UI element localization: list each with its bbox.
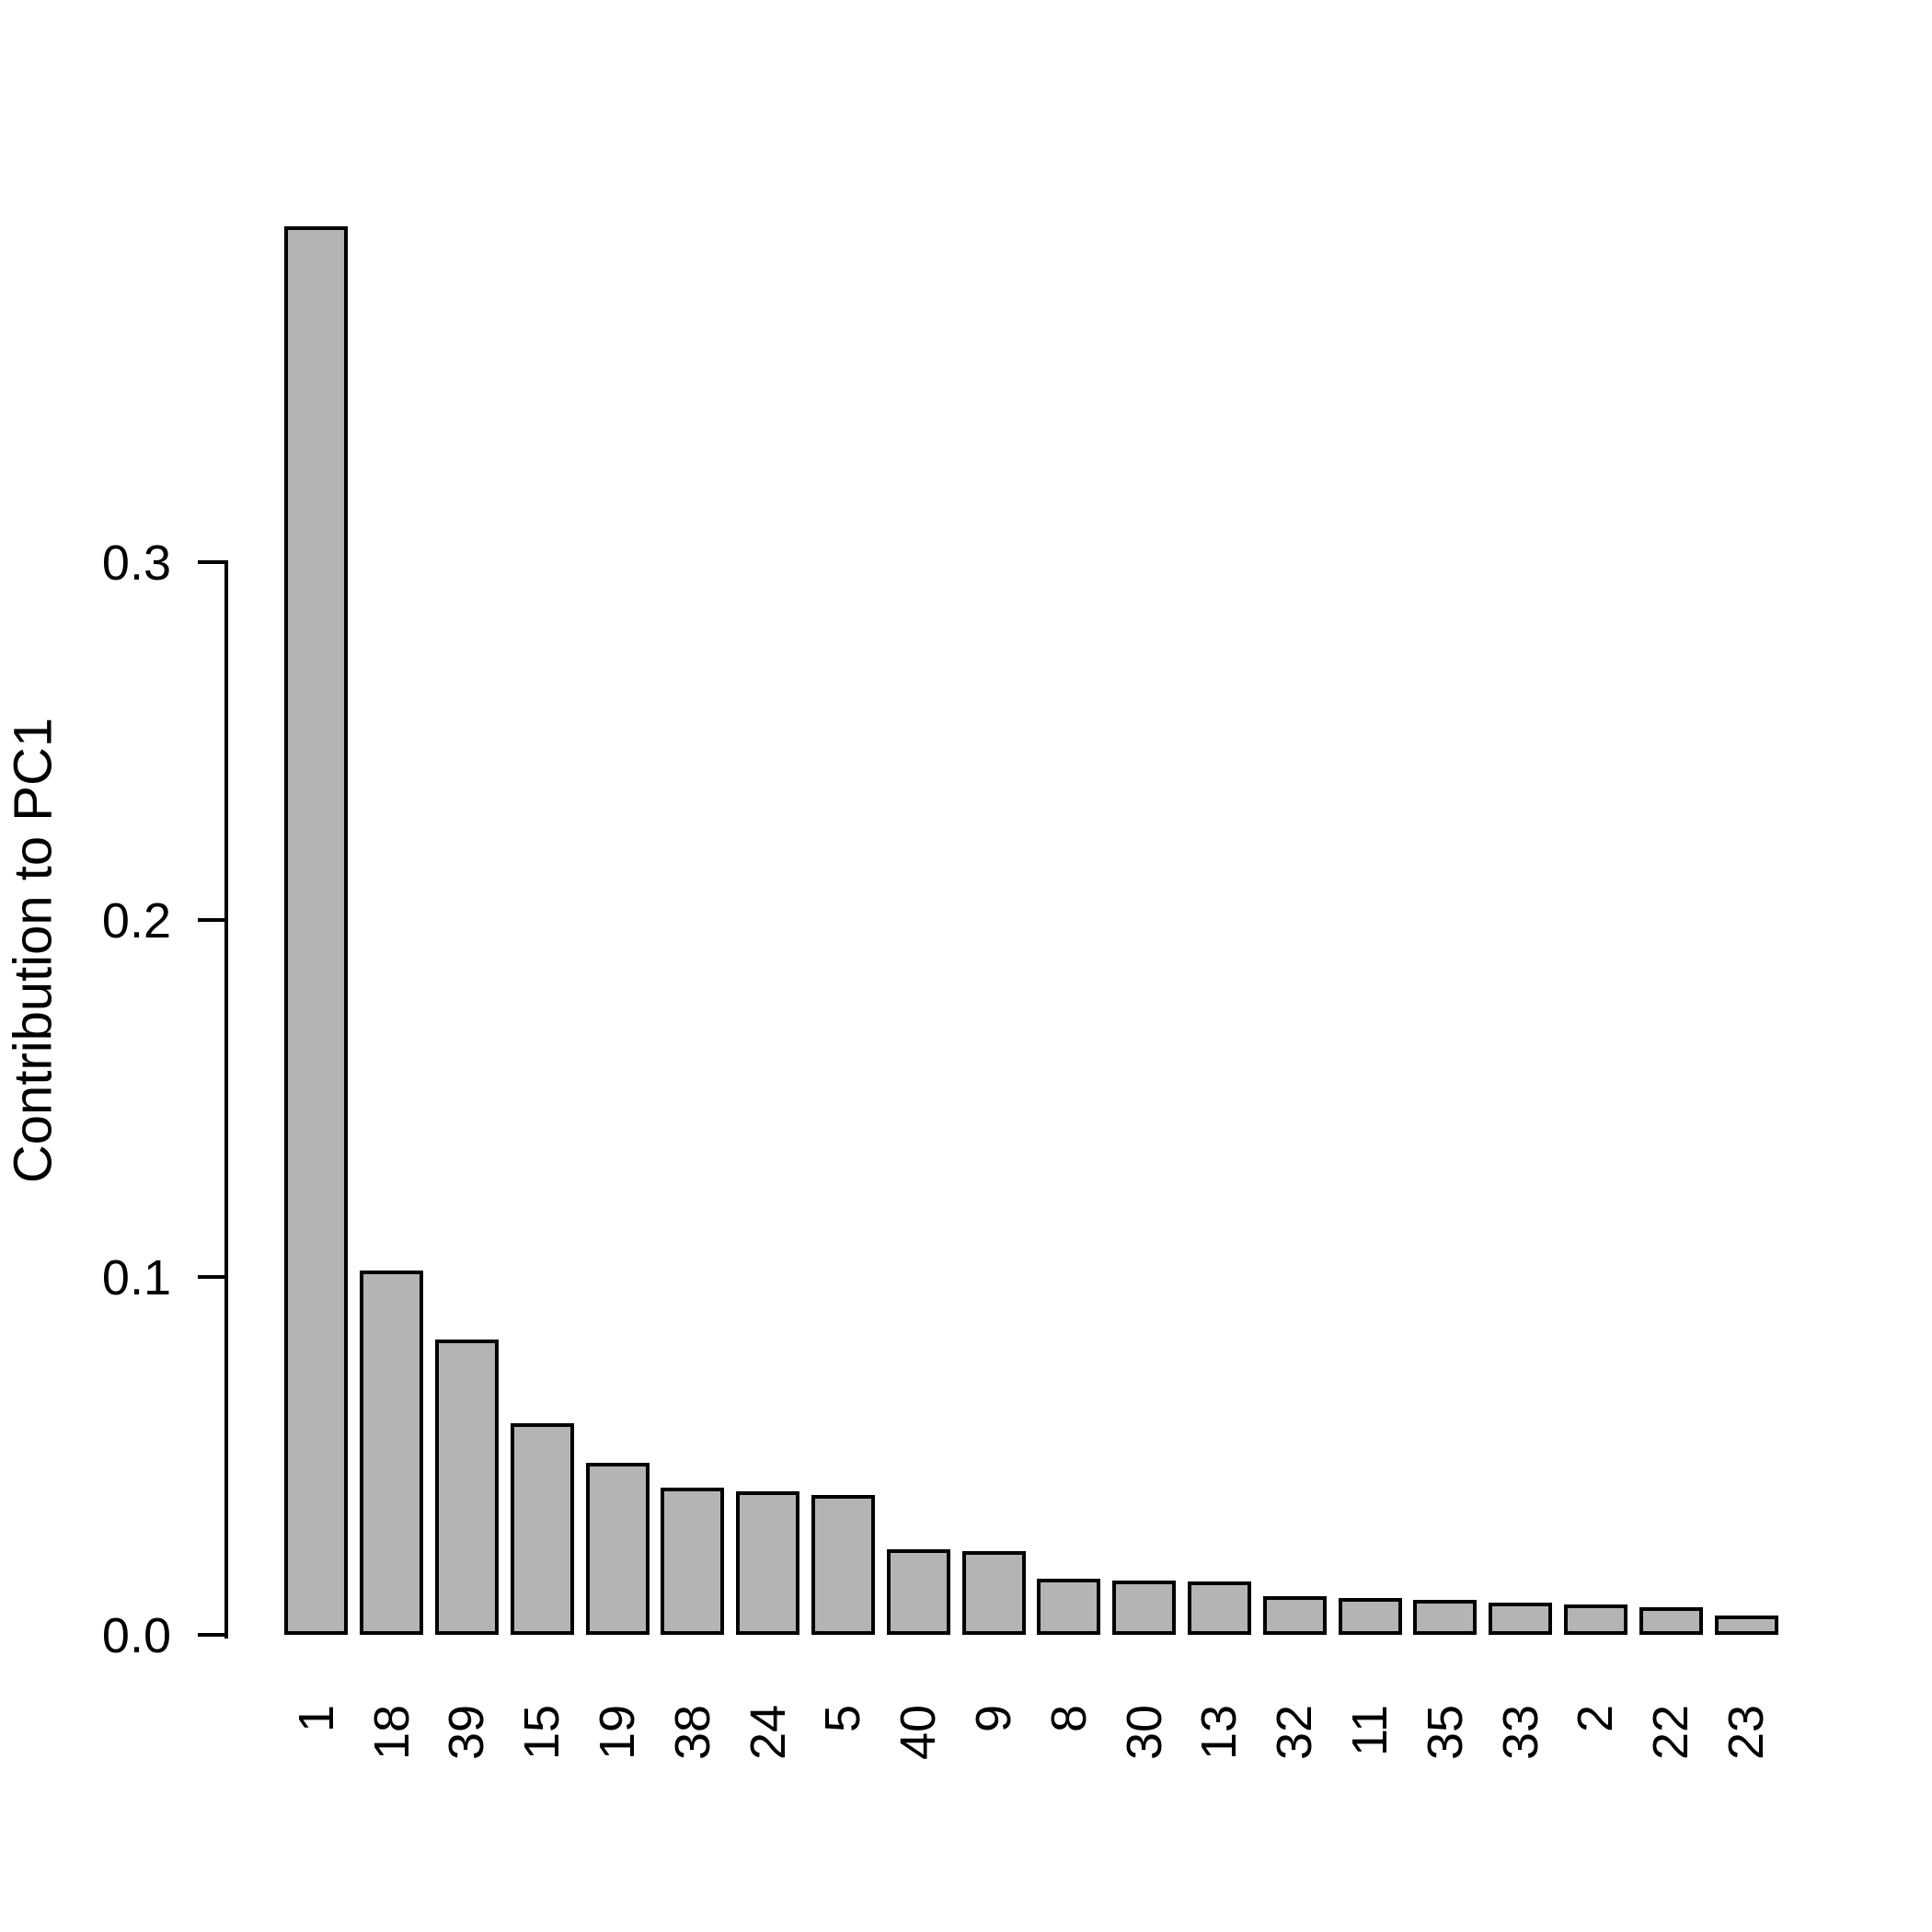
bar-column xyxy=(1332,1598,1408,1635)
x-axis-label-cell: 2 xyxy=(1558,1705,1634,1889)
y-axis-tick xyxy=(198,1275,226,1280)
y-axis-tick-label: 0.3 xyxy=(101,535,171,591)
bar xyxy=(284,226,349,1635)
x-axis-label-cell: 32 xyxy=(1257,1705,1332,1889)
x-axis-label-cell: 1 xyxy=(279,1705,354,1889)
x-axis-label-cell: 35 xyxy=(1408,1705,1483,1889)
bar xyxy=(736,1491,800,1635)
x-axis-tick-label: 2 xyxy=(1568,1705,1624,1733)
bar xyxy=(1262,1596,1327,1635)
bar-column xyxy=(1558,1604,1634,1635)
x-axis-tick-label: 11 xyxy=(1342,1705,1398,1757)
bar-column xyxy=(1483,1603,1558,1635)
x-axis-label-cell: 13 xyxy=(1182,1705,1258,1889)
x-axis-tick-label: 32 xyxy=(1267,1705,1323,1761)
y-axis-tick-label: 0.1 xyxy=(101,1250,171,1306)
x-axis-tick-label: 9 xyxy=(966,1705,1022,1733)
x-axis-label-cell: 15 xyxy=(504,1705,580,1889)
x-axis-label-cell: 11 xyxy=(1332,1705,1408,1889)
bar-column xyxy=(1708,1616,1784,1635)
bar-column xyxy=(956,1551,1031,1635)
bar-column xyxy=(504,1423,580,1635)
bar xyxy=(811,1495,875,1635)
x-axis-label-cell: 22 xyxy=(1633,1705,1708,1889)
bar-column xyxy=(279,226,354,1635)
bar-column xyxy=(655,1488,730,1635)
x-axis-tick-label: 39 xyxy=(439,1705,495,1761)
x-axis-label-cell: 33 xyxy=(1483,1705,1558,1889)
bar xyxy=(1112,1581,1177,1635)
y-axis-tick xyxy=(198,560,226,564)
bar-column xyxy=(880,1549,956,1635)
x-axis-tick-label: 35 xyxy=(1417,1705,1473,1761)
bar xyxy=(1563,1604,1627,1635)
x-axis-label-cell: 5 xyxy=(806,1705,881,1889)
bar-column xyxy=(430,1340,505,1635)
bar xyxy=(1187,1581,1251,1635)
x-axis-tick-label: 24 xyxy=(740,1705,796,1761)
x-axis-tick-label: 15 xyxy=(514,1705,570,1761)
bar xyxy=(1413,1600,1478,1635)
x-axis-tick-label: 22 xyxy=(1643,1705,1699,1761)
x-axis-tick-label: 40 xyxy=(891,1705,947,1761)
bar xyxy=(510,1423,574,1635)
bar xyxy=(661,1488,725,1635)
x-axis-tick-label: 5 xyxy=(815,1705,871,1733)
x-axis-label-cell: 38 xyxy=(655,1705,730,1889)
x-axis-label-cell: 39 xyxy=(430,1705,505,1889)
bar-column xyxy=(1182,1581,1258,1635)
y-axis-tick xyxy=(198,917,226,922)
bar xyxy=(961,1551,1026,1635)
x-axis-tick-label: 13 xyxy=(1191,1705,1248,1761)
x-axis-labels: 1 18 39 15 19 38 24 5 40 9 8 30 13 32 11 35 33 2 22 23 xyxy=(279,1705,1784,1889)
y-axis-title: Contribution to PC1 xyxy=(3,717,63,1184)
bar xyxy=(434,1340,499,1635)
x-axis-label-cell: 8 xyxy=(1031,1705,1107,1889)
x-axis-label-cell: 40 xyxy=(880,1705,956,1889)
x-axis-tick-label: 19 xyxy=(590,1705,646,1761)
y-axis-tick xyxy=(198,1633,226,1637)
x-axis-label-cell: 9 xyxy=(956,1705,1031,1889)
bar xyxy=(585,1463,650,1635)
bar-column xyxy=(1633,1607,1708,1635)
x-axis-label-cell: 19 xyxy=(580,1705,655,1889)
bar xyxy=(1037,1579,1101,1635)
x-axis-tick-label: 33 xyxy=(1492,1705,1548,1761)
y-axis-line xyxy=(224,560,228,1639)
x-axis-tick-label: 30 xyxy=(1116,1705,1172,1761)
bar-column xyxy=(1408,1600,1483,1635)
bar-column xyxy=(1107,1581,1182,1635)
bar-column xyxy=(580,1463,655,1635)
bar-column xyxy=(730,1491,806,1635)
x-axis-label-cell: 23 xyxy=(1708,1705,1784,1889)
x-axis-tick-label: 23 xyxy=(1719,1705,1775,1761)
bar xyxy=(360,1271,424,1635)
bar-column xyxy=(1257,1596,1332,1635)
plot-area xyxy=(279,226,1784,1635)
y-axis-tick-label: 0.2 xyxy=(101,892,171,949)
x-axis-tick-label: 8 xyxy=(1041,1705,1097,1733)
bar xyxy=(1714,1616,1778,1635)
bar xyxy=(1338,1598,1402,1635)
bar xyxy=(886,1549,950,1635)
x-axis-tick-label: 38 xyxy=(664,1705,720,1761)
bar xyxy=(1639,1607,1703,1635)
bar xyxy=(1489,1603,1553,1635)
x-axis-label-cell: 18 xyxy=(354,1705,430,1889)
x-axis-tick-label: 18 xyxy=(363,1705,420,1761)
y-axis-tick-label: 0.0 xyxy=(101,1608,171,1663)
bar-column xyxy=(1031,1579,1107,1635)
x-axis-tick-label: 1 xyxy=(288,1705,344,1733)
bar-column xyxy=(354,1271,430,1635)
bar-column xyxy=(806,1495,881,1635)
x-axis-label-cell: 24 xyxy=(730,1705,806,1889)
x-axis-label-cell: 30 xyxy=(1107,1705,1182,1889)
